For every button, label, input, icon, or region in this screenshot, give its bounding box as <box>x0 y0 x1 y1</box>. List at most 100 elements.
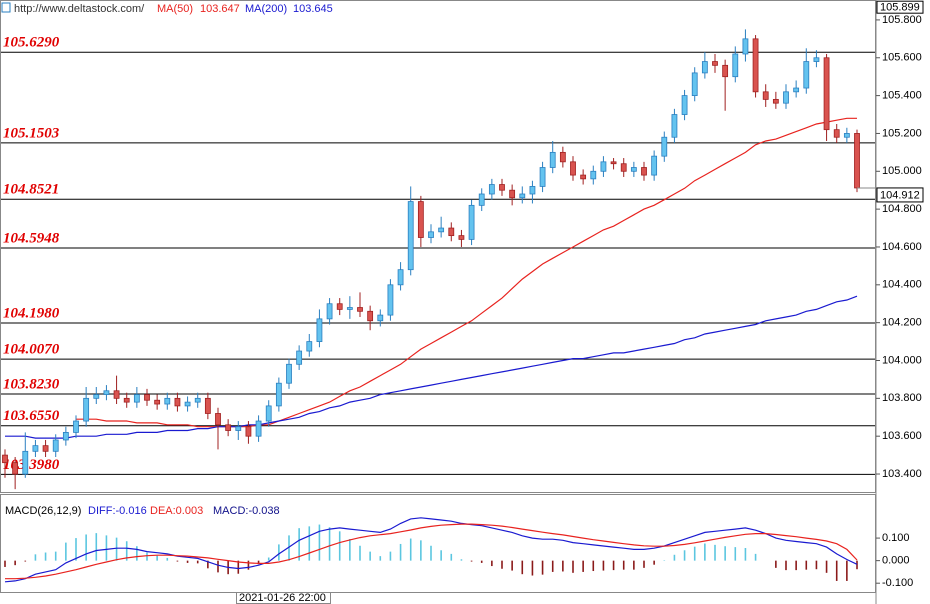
candle-body <box>255 420 262 437</box>
last-label: 104.912 <box>880 189 920 201</box>
level-label: 104.5948 <box>3 230 60 246</box>
high-box <box>876 0 924 14</box>
candle-body <box>570 161 576 176</box>
candle-body <box>742 38 749 55</box>
candle-body <box>671 114 678 138</box>
y-tick-label: 104.000 <box>882 354 922 366</box>
candle-body <box>275 382 282 407</box>
candle-body <box>357 307 363 312</box>
candle-body <box>73 420 79 433</box>
candle-body <box>32 445 39 452</box>
y-tick-label: 0.000 <box>882 555 910 567</box>
ma-line <box>5 295 858 439</box>
ma50-value: 103.647 <box>200 3 240 15</box>
candle-body <box>448 227 455 237</box>
candle-body <box>225 424 232 431</box>
candle-body <box>103 390 110 395</box>
candle-body <box>296 350 303 365</box>
candle-body <box>286 363 292 384</box>
candle-body <box>52 439 59 452</box>
candle-body <box>265 405 272 422</box>
candle-body <box>468 204 475 240</box>
candle-body <box>62 431 69 441</box>
candle-body <box>610 161 617 165</box>
candle-body <box>42 445 49 452</box>
candle-body <box>783 91 789 104</box>
candle-body <box>154 399 161 405</box>
candle-body <box>488 184 495 195</box>
candle-body <box>519 193 526 199</box>
candle-body <box>438 227 445 233</box>
candle-body <box>620 163 627 172</box>
y-tick-label: 104.400 <box>882 279 922 291</box>
candle-body <box>772 98 779 104</box>
candle-body <box>306 341 313 352</box>
candle-body <box>600 161 607 172</box>
candle-body <box>407 201 414 271</box>
y-tick-label: 103.600 <box>882 430 922 442</box>
candle-body <box>417 201 424 238</box>
candle-body <box>529 186 536 195</box>
candle-body <box>559 151 566 163</box>
macd-line <box>4 517 858 583</box>
candle-body <box>113 390 120 399</box>
candle-body <box>793 87 800 93</box>
candle-body <box>184 401 191 407</box>
y-tick-label: -0.100 <box>882 577 913 589</box>
macd-label: MACD:-0.038 <box>213 505 280 517</box>
candle-body <box>245 426 252 437</box>
candle-body <box>803 61 810 89</box>
candle-body <box>133 394 140 403</box>
candle-body <box>2 454 8 464</box>
candle-body <box>428 231 434 238</box>
level-label: 103.8230 <box>3 376 60 392</box>
candle-body <box>83 397 90 422</box>
candle-body <box>367 310 374 322</box>
y-tick-label: 105.400 <box>882 90 922 102</box>
candle-body <box>194 397 201 403</box>
candle-body <box>843 133 850 138</box>
candle-body <box>813 57 820 62</box>
level-label: 105.1503 <box>3 125 60 141</box>
y-tick-label: 0.100 <box>882 532 910 544</box>
y-tick-label: 105.800 <box>882 14 922 26</box>
candle-body <box>590 170 597 180</box>
level-label: 103.6550 <box>3 408 60 424</box>
y-tick-label: 104.200 <box>882 317 922 329</box>
candle-body <box>752 38 759 93</box>
candle-body <box>326 303 333 320</box>
candle-body <box>539 167 546 187</box>
level-label: 104.1980 <box>3 305 60 321</box>
candle-body <box>458 235 465 240</box>
candle-body <box>123 397 130 403</box>
candle-body <box>336 303 343 310</box>
dea-label: DEA:0.003 <box>150 505 203 517</box>
last-box <box>876 187 924 203</box>
candle-body <box>377 314 384 322</box>
candle-body <box>651 155 658 176</box>
candle-body <box>215 413 221 426</box>
candle-body <box>833 129 840 138</box>
macd-line <box>5 523 858 580</box>
site-icon <box>1 2 11 13</box>
level-label: 104.0070 <box>3 342 60 358</box>
candle-body <box>478 193 485 206</box>
candle-body <box>823 57 830 131</box>
macd-title: MACD(26,12,9) <box>5 505 81 517</box>
ma200-name: MA(200) <box>245 3 287 15</box>
candle-body <box>93 394 100 399</box>
candle-body <box>164 397 171 405</box>
high-label: 105.899 <box>880 2 920 14</box>
y-tick-label: 103.400 <box>882 468 922 480</box>
candle-body <box>701 61 708 74</box>
candle-body <box>12 462 19 475</box>
candle-body <box>316 318 323 342</box>
candle-body <box>681 95 688 115</box>
candle-body <box>204 397 211 414</box>
diff-label: DIFF:-0.016 <box>88 505 147 517</box>
candle-body <box>549 151 556 168</box>
candle-body <box>722 64 729 78</box>
ma200-value: 103.645 <box>293 3 333 15</box>
candle-body <box>630 167 637 172</box>
